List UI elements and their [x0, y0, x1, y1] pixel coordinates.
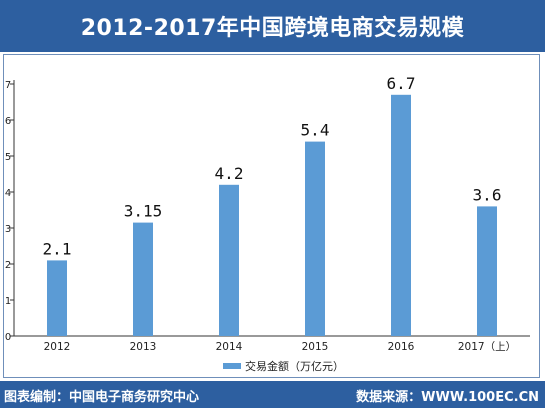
y-tick-label: 6	[5, 116, 11, 127]
x-tick-label-2: 2014	[216, 341, 243, 353]
bar-5	[477, 206, 497, 336]
bar-3	[305, 141, 325, 336]
y-tick-label: 7	[5, 80, 11, 91]
y-tick-label: 3	[5, 224, 11, 235]
x-tick-label-0: 2012	[44, 341, 71, 353]
data-label-1: 3.15	[124, 202, 163, 221]
data-label-2: 4.2	[215, 164, 244, 183]
x-tick-label-3: 2015	[302, 341, 329, 353]
y-tick-label: 2	[5, 260, 11, 271]
legend-swatch	[223, 363, 241, 369]
data-label-4: 6.7	[387, 74, 416, 93]
data-label-0: 2.1	[43, 239, 72, 258]
bar-1	[133, 222, 153, 336]
x-tick-label-5: 2017（上）	[458, 341, 516, 353]
data-label-3: 5.4	[301, 121, 330, 140]
footer-credit: 图表编制：中国电子商务研究中心	[4, 390, 200, 405]
bar-4	[391, 94, 411, 336]
data-label-5: 3.6	[473, 185, 502, 204]
bar-0	[47, 260, 67, 336]
y-tick-label: 0	[5, 332, 11, 343]
y-tick-label: 1	[5, 296, 11, 307]
y-tick-label: 4	[5, 188, 11, 199]
x-tick-label-4: 2016	[388, 341, 415, 353]
legend-label: 交易金额（万亿元）	[245, 360, 344, 373]
legend: 交易金额（万亿元）	[223, 359, 344, 373]
chart-title: 2012-2017年中国跨境电商交易规模	[80, 16, 465, 41]
title-bar: 2012-2017年中国跨境电商交易规模	[0, 0, 545, 52]
x-tick-label-1: 2013	[130, 341, 157, 353]
y-tick-label: 5	[5, 152, 11, 163]
footer-source: 数据来源：WWW.100EC.CN	[356, 390, 539, 405]
bar-chart: 0 1 2 3 4 5 6 7 2.1 2012 3.15 2013 4.2 2014 5.4 2015 6.7…	[5, 74, 530, 353]
chart-frame	[3, 54, 540, 378]
footer-bar: 图表编制：中国电子商务研究中心 数据来源：WWW.100EC.CN	[0, 381, 545, 408]
bar-2	[219, 184, 239, 336]
